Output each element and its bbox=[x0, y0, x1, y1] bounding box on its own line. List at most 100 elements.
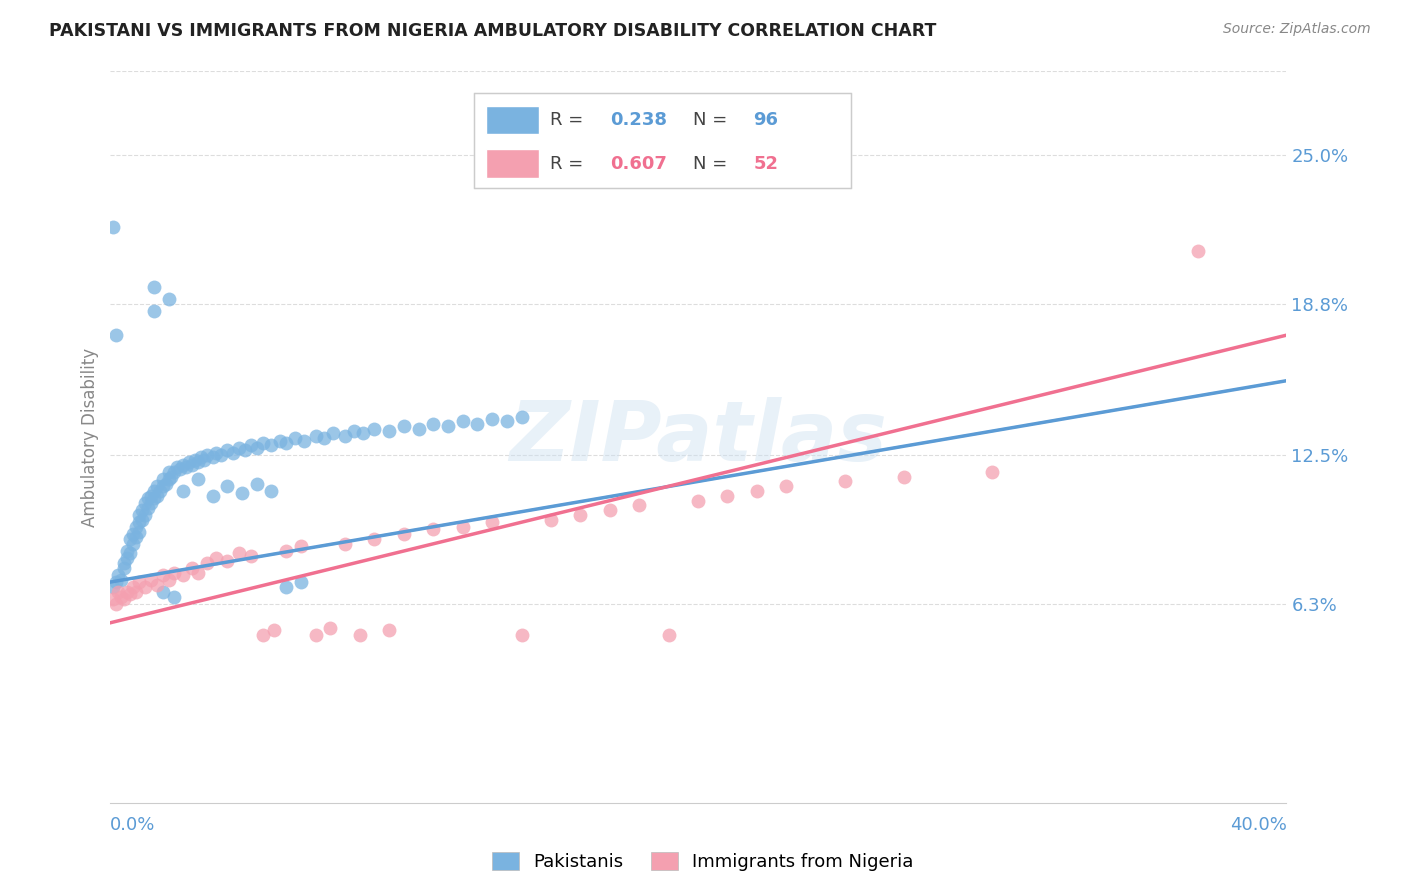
Point bbox=[120, 546, 142, 560]
Point bbox=[363, 422, 385, 436]
Point bbox=[263, 623, 285, 637]
Point bbox=[157, 573, 180, 587]
Point bbox=[172, 458, 194, 472]
Point bbox=[333, 537, 356, 551]
Point bbox=[204, 551, 226, 566]
Point bbox=[142, 491, 165, 506]
Point bbox=[217, 479, 239, 493]
Point bbox=[716, 489, 738, 503]
Point bbox=[128, 508, 150, 522]
Point bbox=[217, 443, 239, 458]
Point bbox=[451, 520, 474, 534]
Point bbox=[134, 508, 156, 522]
Point bbox=[181, 561, 204, 575]
Text: ZIPatlas: ZIPatlas bbox=[509, 397, 887, 477]
Point bbox=[451, 415, 474, 429]
Point bbox=[658, 628, 681, 642]
Point bbox=[422, 417, 444, 431]
Point bbox=[131, 513, 153, 527]
Point bbox=[177, 455, 200, 469]
Point bbox=[172, 568, 194, 582]
Point bbox=[408, 422, 430, 436]
Legend: Pakistanis, Immigrants from Nigeria: Pakistanis, Immigrants from Nigeria bbox=[485, 845, 921, 879]
Point bbox=[628, 499, 651, 513]
Point bbox=[120, 532, 142, 546]
Point bbox=[378, 623, 401, 637]
Point bbox=[128, 575, 150, 590]
Point bbox=[284, 431, 307, 445]
Point bbox=[211, 448, 233, 462]
Point bbox=[688, 493, 710, 508]
Point bbox=[139, 496, 162, 510]
Point bbox=[745, 483, 768, 498]
Point bbox=[276, 580, 298, 594]
Point bbox=[304, 628, 326, 642]
Point bbox=[290, 575, 312, 590]
Point bbox=[117, 544, 139, 558]
Point bbox=[145, 489, 167, 503]
Point bbox=[322, 426, 344, 441]
Point bbox=[481, 515, 503, 529]
Point bbox=[136, 491, 159, 506]
Point bbox=[160, 469, 183, 483]
Point bbox=[139, 489, 162, 503]
Point bbox=[104, 597, 127, 611]
Point bbox=[352, 426, 374, 441]
Point bbox=[834, 475, 856, 489]
Point bbox=[187, 472, 209, 486]
Point bbox=[157, 472, 180, 486]
Point bbox=[290, 539, 312, 553]
Point bbox=[169, 462, 191, 476]
Point bbox=[319, 621, 342, 635]
Point bbox=[195, 448, 218, 462]
Point bbox=[166, 460, 188, 475]
Point bbox=[136, 500, 159, 515]
Text: 0.0%: 0.0% bbox=[110, 816, 155, 834]
Point bbox=[155, 476, 177, 491]
Point bbox=[117, 584, 139, 599]
Point bbox=[201, 450, 224, 465]
Point bbox=[157, 292, 180, 306]
Point bbox=[120, 587, 142, 601]
Point bbox=[142, 304, 165, 318]
Point bbox=[190, 450, 212, 465]
Point bbox=[349, 628, 371, 642]
Point bbox=[193, 453, 215, 467]
Point bbox=[343, 424, 366, 438]
Point bbox=[122, 580, 145, 594]
Point bbox=[246, 476, 269, 491]
Point bbox=[510, 409, 533, 424]
Point bbox=[599, 503, 621, 517]
Point bbox=[152, 479, 174, 493]
Point bbox=[437, 419, 460, 434]
Point bbox=[163, 465, 186, 479]
Point bbox=[893, 469, 915, 483]
Point bbox=[163, 590, 186, 604]
Point bbox=[112, 561, 135, 575]
Point bbox=[139, 573, 162, 587]
Point bbox=[149, 483, 172, 498]
Point bbox=[260, 438, 283, 452]
Text: PAKISTANI VS IMMIGRANTS FROM NIGERIA AMBULATORY DISABILITY CORRELATION CHART: PAKISTANI VS IMMIGRANTS FROM NIGERIA AMB… bbox=[49, 22, 936, 40]
Y-axis label: Ambulatory Disability: Ambulatory Disability bbox=[80, 348, 98, 526]
Point bbox=[142, 483, 165, 498]
Point bbox=[110, 573, 132, 587]
Point bbox=[110, 590, 132, 604]
Point bbox=[101, 580, 124, 594]
Point bbox=[117, 551, 139, 566]
Point bbox=[187, 455, 209, 469]
Point bbox=[540, 513, 562, 527]
Point bbox=[128, 524, 150, 539]
Point bbox=[392, 527, 415, 541]
Point bbox=[252, 436, 274, 450]
Point bbox=[134, 496, 156, 510]
Point bbox=[231, 486, 253, 500]
Point bbox=[107, 568, 129, 582]
Point bbox=[228, 441, 250, 455]
Point bbox=[152, 568, 174, 582]
Point bbox=[174, 460, 197, 475]
Point bbox=[222, 445, 245, 459]
Point bbox=[112, 591, 135, 606]
Point bbox=[152, 584, 174, 599]
Point bbox=[775, 479, 797, 493]
